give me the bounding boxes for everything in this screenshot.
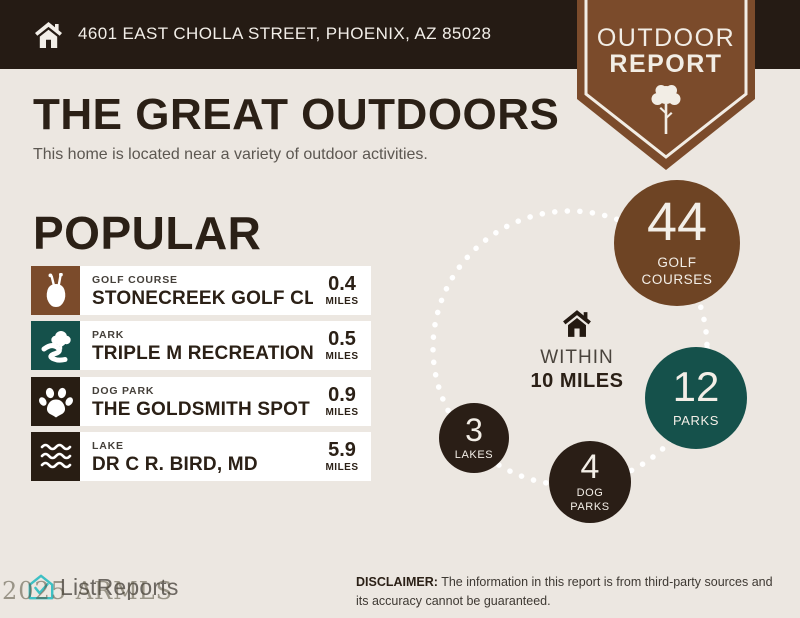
disclaimer-text: The information in this report is from t… (356, 575, 773, 608)
item-category: DOG PARK (92, 385, 155, 397)
stat-bubble-parks: 12 PARKS (645, 347, 747, 449)
waves-icon (31, 432, 80, 481)
house-icon (33, 21, 64, 54)
item-name: THE GOLDSMITH SPOT (92, 399, 310, 420)
radius-center-home: WITHIN 10 MILES (502, 309, 652, 393)
stat-bubble-dog-parks: 4 DOG PARKS (549, 441, 631, 523)
disclaimer-label: DISCLAIMER: (356, 575, 438, 589)
list-item-golf-course: GOLF COURSE STONECREEK GOLF CLUB 0.4 MIL… (31, 266, 371, 315)
mls-watermark: 2025 ARMLS (2, 577, 174, 605)
stat-value: 12 (672, 363, 720, 411)
house-icon (563, 310, 591, 337)
item-category: GOLF COURSE (92, 274, 178, 286)
item-distance-unit: MILES (325, 296, 359, 307)
item-name: DR C R. BIRD, MD (92, 454, 258, 475)
list-item-park: PARK TRIPLE M RECREATION 0.5 MILES (31, 321, 371, 370)
stat-value: 4 (580, 447, 600, 486)
item-category: PARK (92, 329, 125, 341)
page-subtitle: This home is located near a variety of o… (33, 146, 428, 163)
stat-label-line1: PARKS (672, 413, 720, 429)
logo-text: ListReports (60, 573, 179, 600)
within-value: 10 MILES (530, 370, 624, 392)
stat-bubble-lakes: 3 LAKES (439, 403, 509, 473)
stat-label-line1: DOG (576, 486, 604, 499)
page-title: THE GREAT OUTDOORS (33, 90, 560, 139)
list-item-lake: LAKE DR C R. BIRD, MD 5.9 MILES (31, 432, 371, 481)
badge-title-line1: OUTDOOR (596, 24, 736, 52)
stat-value: 3 (465, 411, 483, 448)
outdoor-report-badge: OUTDOOR REPORT (577, 0, 755, 172)
stat-label-line2: PARKS (570, 501, 610, 513)
item-category: LAKE (92, 440, 124, 452)
item-distance-unit: MILES (325, 462, 359, 473)
stat-label-line1: LAKES (454, 448, 494, 461)
paw-icon (31, 377, 80, 426)
item-distance-unit: MILES (325, 351, 359, 362)
stat-label-line1: GOLF (657, 254, 697, 270)
listreports-logo: ListReports (27, 573, 179, 601)
item-name: TRIPLE M RECREATION (92, 343, 313, 364)
disclaimer: DISCLAIMER: The information in this repo… (356, 573, 776, 611)
list-item-dog-park: DOG PARK THE GOLDSMITH SPOT 0.9 MILES (31, 377, 371, 426)
stat-bubble-golf-courses: 44 GOLF COURSES (614, 180, 740, 306)
item-distance: 0.5 (328, 328, 356, 350)
item-name: STONECREEK GOLF CLUB (92, 288, 313, 309)
item-distance: 5.9 (328, 439, 356, 461)
park-icon (31, 321, 80, 370)
property-address: 4601 EAST CHOLLA STREET, PHOENIX, AZ 850… (78, 24, 492, 43)
within-label: WITHIN (540, 347, 614, 368)
popular-heading: POPULAR (33, 207, 262, 259)
stat-value: 44 (646, 192, 708, 253)
golf-bag-icon (31, 266, 80, 315)
house-check-icon (28, 574, 54, 600)
item-distance: 0.9 (328, 384, 356, 406)
item-distance-unit: MILES (325, 407, 359, 418)
badge-title-line2: REPORT (609, 50, 723, 78)
item-distance: 0.4 (328, 273, 356, 295)
stat-label-line2: COURSES (641, 272, 713, 288)
